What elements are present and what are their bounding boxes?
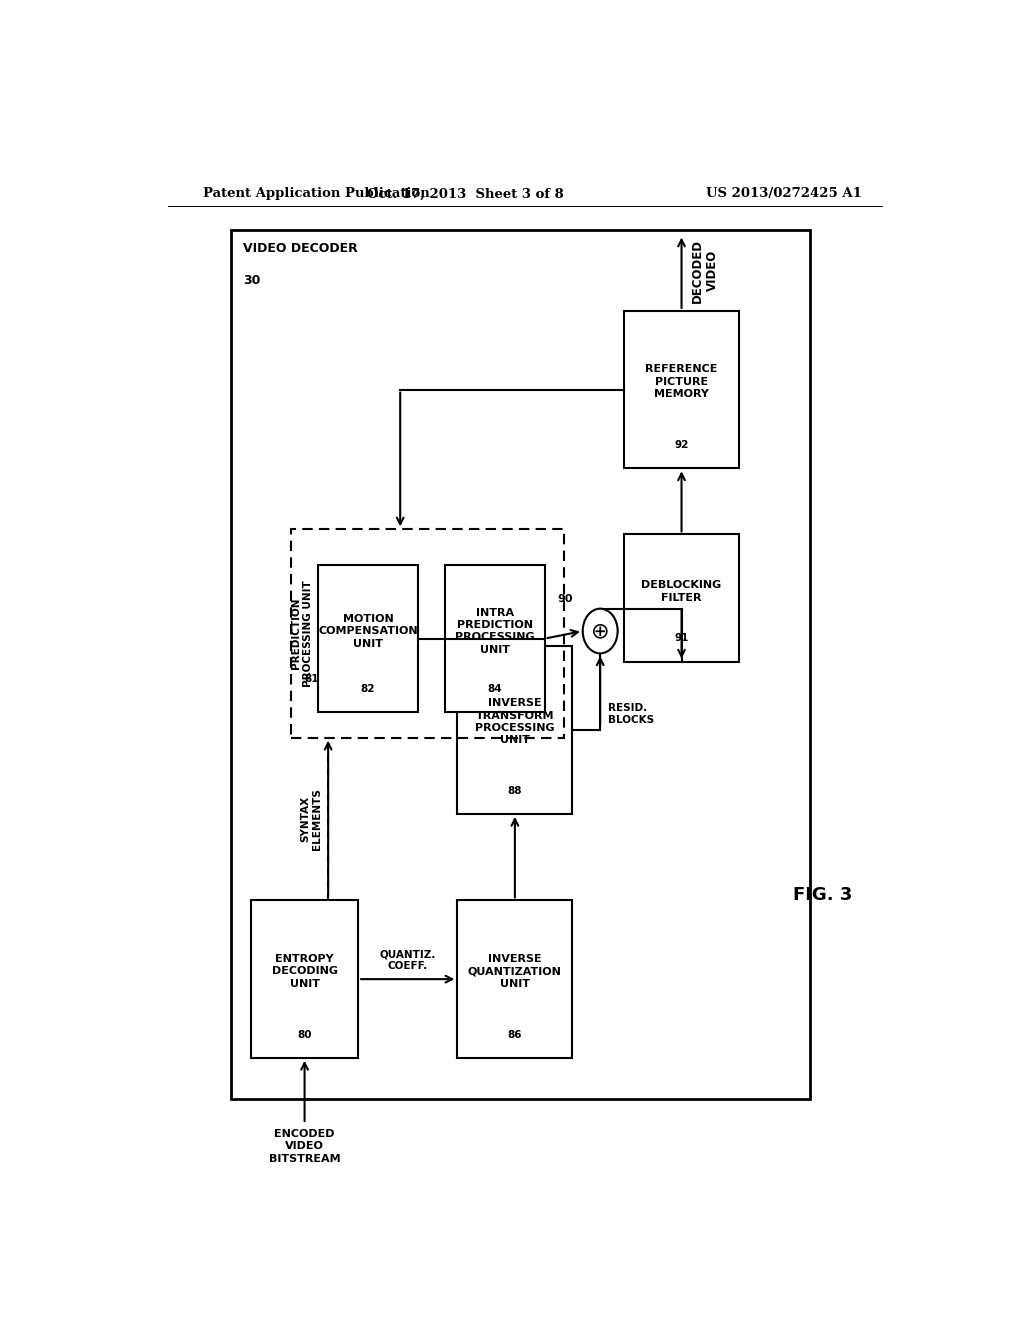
Text: 91: 91 [675,634,689,643]
Text: INVERSE
TRANSFORM
PROCESSING
UNIT: INVERSE TRANSFORM PROCESSING UNIT [475,698,555,746]
Text: Patent Application Publication: Patent Application Publication [204,187,430,201]
Text: US 2013/0272425 A1: US 2013/0272425 A1 [707,187,862,201]
Bar [624,312,739,469]
Text: INVERSE
QUANTIZATION
UNIT: INVERSE QUANTIZATION UNIT [468,954,562,989]
Bar [318,565,418,713]
Text: ENTROPY
DECODING
UNIT: ENTROPY DECODING UNIT [271,954,338,989]
Text: Oct. 17, 2013  Sheet 3 of 8: Oct. 17, 2013 Sheet 3 of 8 [367,187,563,201]
Text: DECODED
VIDEO: DECODED VIDEO [691,239,719,302]
Circle shape [583,609,617,653]
Text: ENCODED
VIDEO
BITSTREAM: ENCODED VIDEO BITSTREAM [268,1129,340,1164]
Text: 30: 30 [243,275,260,288]
Text: 90: 90 [558,594,573,603]
Text: SYNTAX
ELEMENTS: SYNTAX ELEMENTS [300,788,322,850]
Bar [445,565,545,713]
Text: 88: 88 [508,785,522,796]
Text: 80: 80 [297,1030,312,1040]
Bar [231,230,811,1098]
Bar [291,529,564,738]
Text: QUANTIZ.
COEFF.: QUANTIZ. COEFF. [380,949,436,972]
Text: 81: 81 [304,675,318,684]
Text: RESID.
BLOCKS: RESID. BLOCKS [608,704,654,725]
Bar [251,900,358,1057]
Text: DEBLOCKING
FILTER: DEBLOCKING FILTER [641,581,722,603]
Text: PREDICTION
PROCESSING UNIT: PREDICTION PROCESSING UNIT [291,581,312,686]
Text: INTRA
PREDICTION
PROCESSING
UNIT: INTRA PREDICTION PROCESSING UNIT [456,607,535,655]
Text: 84: 84 [487,684,503,694]
Text: 86: 86 [508,1030,522,1040]
Text: 82: 82 [360,684,376,694]
Text: VIDEO DECODER: VIDEO DECODER [243,242,357,255]
Bar [624,535,739,661]
Text: MOTION
COMPENSATION
UNIT: MOTION COMPENSATION UNIT [318,614,418,648]
Bar [458,647,572,814]
Bar [458,900,572,1057]
Text: REFERENCE
PICTURE
MEMORY: REFERENCE PICTURE MEMORY [645,364,718,399]
Text: 92: 92 [675,440,689,450]
Text: ⊕: ⊕ [591,620,609,642]
Text: FIG. 3: FIG. 3 [793,886,852,904]
